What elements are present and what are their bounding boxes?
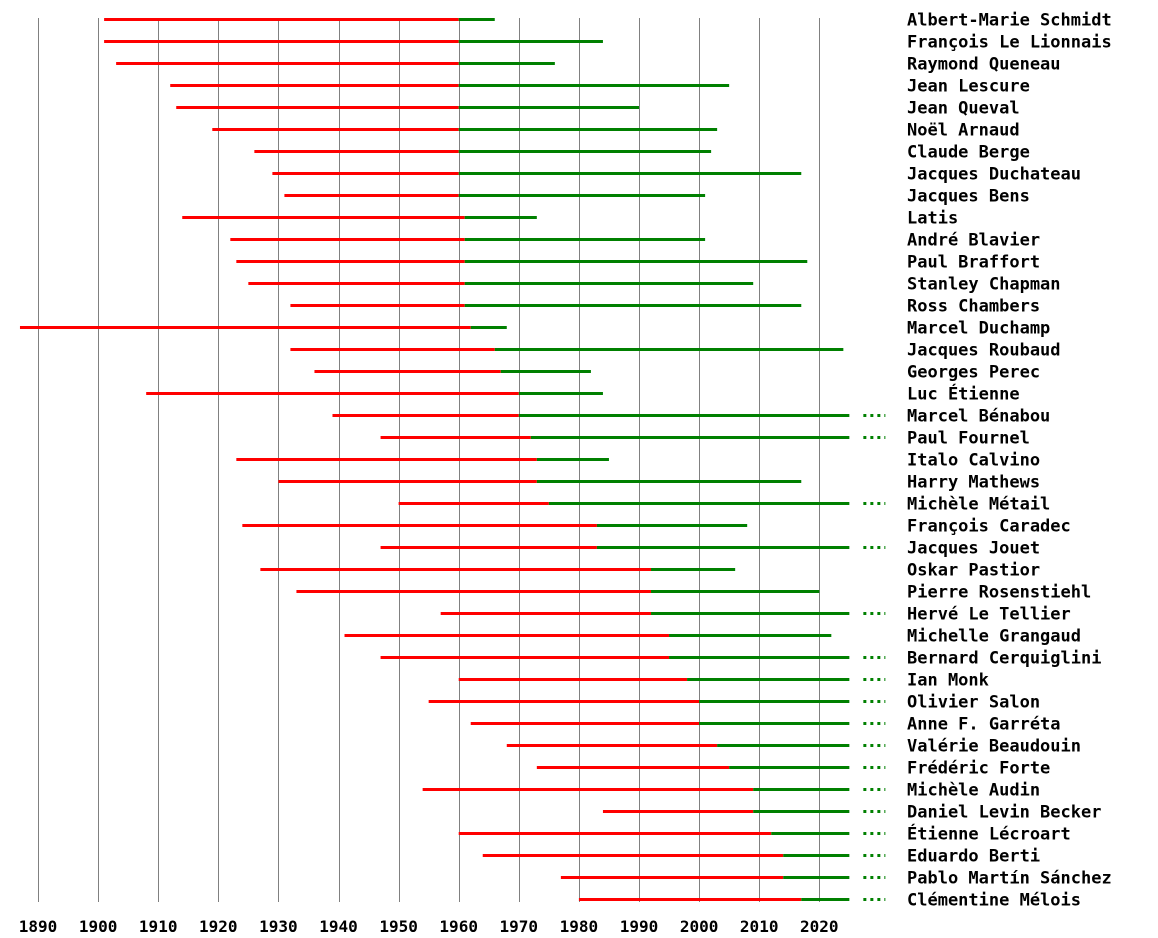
member-name-label: Claude Berge — [907, 143, 1030, 163]
x-axis-ticks: 1890 1900 1910 1920 1930 1940 1950 1960 1970 1980… — [19, 917, 839, 936]
member-name-label: Luc Étienne — [907, 383, 1020, 405]
member-name-label: François Le Lionnais — [907, 33, 1112, 53]
member-name-label: Michèle Métail — [907, 495, 1050, 515]
member-name-label: Jacques Bens — [907, 187, 1030, 207]
member-name-label: Harry Mathews — [907, 473, 1040, 493]
member-name-label: Daniel Levin Becker — [907, 803, 1101, 823]
x-tick-label: 2010 — [740, 917, 779, 936]
member-name-label: Georges Perec — [907, 363, 1040, 383]
member-name-label: Olivier Salon — [907, 693, 1040, 713]
member-name-label: Paul Fournel — [907, 429, 1030, 449]
member-name-label: Marcel Bénabou — [907, 407, 1050, 427]
x-tick-label: 1950 — [379, 917, 418, 936]
member-name-label: Jacques Roubaud — [907, 341, 1061, 361]
member-name-label: Paul Braffort — [907, 253, 1040, 273]
x-tick-label: 1910 — [139, 917, 178, 936]
member-name-label: Eduardo Berti — [907, 847, 1040, 867]
x-tick-label: 1990 — [620, 917, 659, 936]
member-name-label: Hervé Le Tellier — [907, 605, 1071, 625]
member-name-label: Michèle Audin — [907, 781, 1040, 801]
member-name-label: Étienne Lécroart — [907, 823, 1071, 845]
member-name-label: Stanley Chapman — [907, 275, 1061, 295]
member-name-label: Frédéric Forte — [907, 759, 1050, 779]
member-name-label: Albert-Marie Schmidt — [907, 11, 1112, 31]
x-tick-label: 1890 — [19, 917, 58, 936]
timeline-bars — [19, 18, 886, 901]
member-name-label: Marcel Duchamp — [907, 319, 1050, 339]
member-name-label: Pablo Martín Sánchez — [907, 869, 1112, 889]
member-name-label: Pierre Rosenstiehl — [907, 583, 1091, 603]
member-name-label: Oskar Pastior — [907, 561, 1040, 581]
member-name-label: Michelle Grangaud — [907, 627, 1081, 647]
member-name-label: Anne F. Garréta — [907, 715, 1061, 735]
x-tick-label: 1980 — [560, 917, 599, 936]
x-tick-label: 1930 — [259, 917, 298, 936]
x-tick-label: 1900 — [79, 917, 118, 936]
member-name-label: André Blavier — [907, 231, 1040, 251]
x-tick-label: 2020 — [800, 917, 839, 936]
member-name-label: Jean Lescure — [907, 77, 1030, 97]
x-tick-label: 2000 — [680, 917, 719, 936]
member-name-label: Clémentine Mélois — [907, 891, 1081, 911]
member-name-label: Jacques Jouet — [907, 539, 1040, 559]
member-name-label: Latis — [907, 209, 958, 229]
member-name-label: Valérie Beaudouin — [907, 737, 1081, 757]
member-name-label: Italo Calvino — [907, 451, 1040, 471]
member-name-label: Jacques Duchateau — [907, 165, 1081, 185]
member-name-label: Jean Queval — [907, 99, 1020, 119]
x-tick-label: 1940 — [319, 917, 358, 936]
x-tick-label: 1920 — [199, 917, 238, 936]
member-name-label: Ian Monk — [907, 671, 989, 691]
member-name-label: François Caradec — [907, 517, 1071, 537]
x-tick-label: 1960 — [439, 917, 478, 936]
member-name-label: Bernard Cerquiglini — [907, 649, 1101, 669]
member-name-label: Raymond Queneau — [907, 55, 1061, 75]
member-name-label: Noël Arnaud — [907, 121, 1020, 141]
x-tick-label: 1970 — [500, 917, 539, 936]
member-name-label: Ross Chambers — [907, 297, 1040, 317]
